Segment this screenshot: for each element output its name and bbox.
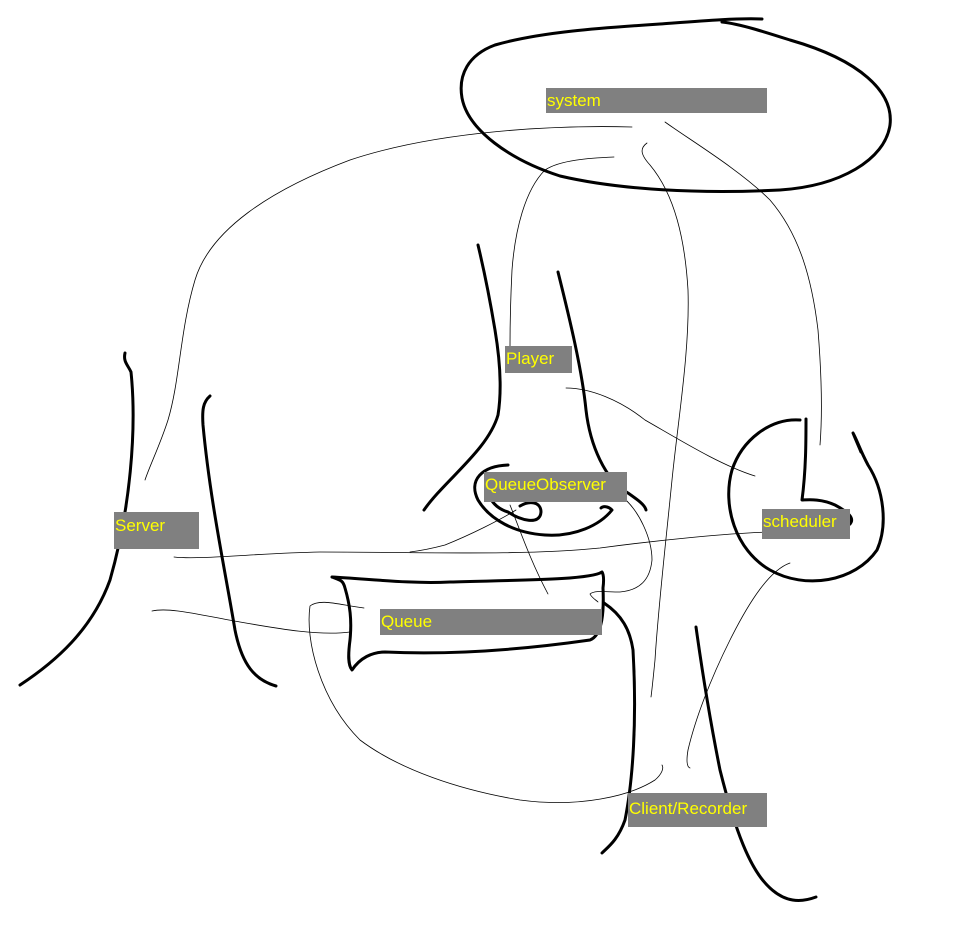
connector-qobserver-right [589,494,653,603]
connector-system-player [509,156,615,347]
connector-qobserver-server [409,509,517,553]
queue-observer-label: QueueObserver [484,472,627,502]
client-outline-right [694,625,818,902]
scheduler-label: scheduler [762,509,850,539]
server-outline-left [18,351,135,687]
system-outline [459,17,892,193]
connector-player-scheduler [565,387,756,477]
connector-system-server [144,126,633,481]
queue-outline [330,570,606,672]
player-stem-left [422,243,502,512]
connector-server-queue [151,609,351,634]
scheduler-outline [727,418,885,583]
connector-server-scheduler [173,531,771,559]
queue-label: Queue [380,609,602,635]
player-stem-right [556,270,648,512]
connector-scheduler-client [686,562,791,769]
connector-queue-client [308,601,664,803]
connector-system-client [641,142,689,698]
client-outline-left [600,601,637,855]
server-outline-right [201,394,278,688]
player-label: Player [505,346,572,373]
client-recorder-label: Client/Recorder [628,793,767,827]
queue-observer-loop [473,463,614,537]
system-label: system [546,88,767,113]
server-label: Server [114,512,199,549]
connector-system-scheduler [664,121,822,446]
connector-qobserver-queue [509,504,549,595]
